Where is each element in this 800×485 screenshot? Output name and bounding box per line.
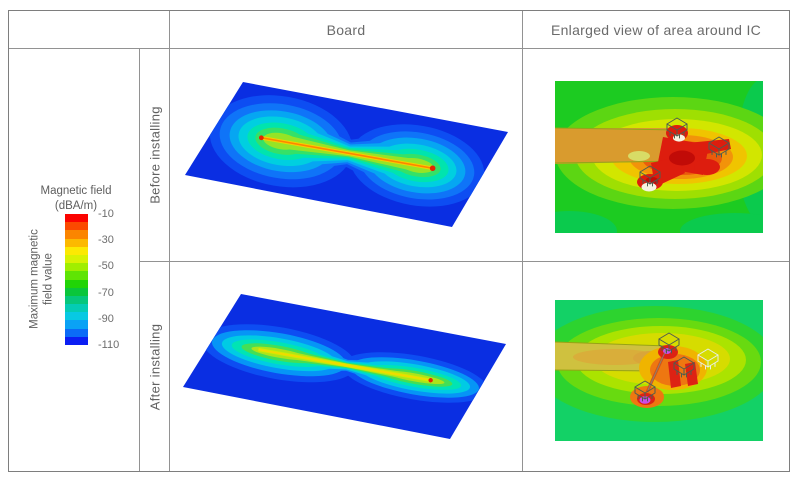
colorbar-swatch [65,246,88,255]
legend-title: Magnetic field (dBA/m) [21,184,131,213]
legend-ticks: -10 -30 -50 -70 -90 -110 [95,208,135,351]
colorbar-swatch [65,222,88,231]
legend-tick-label: -30 [98,234,114,247]
colorbar-swatch [65,336,88,345]
enlarged-cell-after [523,262,789,471]
colorbar-swatch [65,238,88,247]
legend-tick-label: -70 [98,286,114,299]
board-contour-before-figure [185,82,508,227]
table-header-row: Board Enlarged view of area around IC [9,11,789,49]
legend-side-label-line1: Maximum magnetic [28,229,41,329]
colorbar-swatch [65,263,88,272]
legend-colorbar [65,214,88,345]
colorbar-swatch [65,328,88,337]
legend-side-label-line2: field value [43,253,55,305]
colorbar-swatch [65,214,88,223]
legend-side-label: Maximum magnetic field value [28,229,57,329]
table-row: Before installing [140,49,789,262]
enlarged-contour-after-figure [555,300,763,441]
colorbar-swatch [65,279,88,288]
row-label-cell-after: After installing [140,262,170,471]
enlarged-cell-before [523,49,789,261]
legend-title-line2: (dBA/m) [54,199,98,212]
colorbar-swatch [65,312,88,321]
table-rows: Before installing [140,49,789,471]
colorbar-swatch [65,271,88,280]
legend-column: Magnetic field (dBA/m) -10 -30 -50 -70 -90 -1… [9,49,140,471]
colorbar-swatch [65,287,88,296]
row-label-before-installing: Before installing [147,106,162,204]
colorbar-swatch [65,295,88,305]
results-table: Board Enlarged view of area around IC Ma… [8,10,790,472]
header-board: Board [169,11,522,48]
colorbar-swatch [65,304,88,313]
table-row: After installing [140,262,789,471]
board-contour-after-figure [183,294,506,439]
colorbar-swatch [65,320,88,329]
legend-tick-label: -90 [98,312,114,325]
header-enlarged-view: Enlarged view of area around IC [522,11,789,48]
row-label-cell-before: Before installing [140,49,170,261]
colorbar-swatch [65,254,88,264]
enlarged-contour-before-figure [555,81,763,233]
legend-title-line1: Magnetic field [40,185,112,197]
legend-tick-label: -10 [98,208,114,220]
row-label-after-installing: After installing [147,323,162,410]
board-cell-before [170,49,523,261]
legend-tick-label: -50 [98,260,114,273]
colorbar-swatch [65,230,88,239]
board-cell-after [170,262,523,471]
table-body: Magnetic field (dBA/m) -10 -30 -50 -70 -90 -1… [9,49,789,471]
legend-tick-label: -110 [98,339,120,351]
header-empty-cell [9,11,169,48]
